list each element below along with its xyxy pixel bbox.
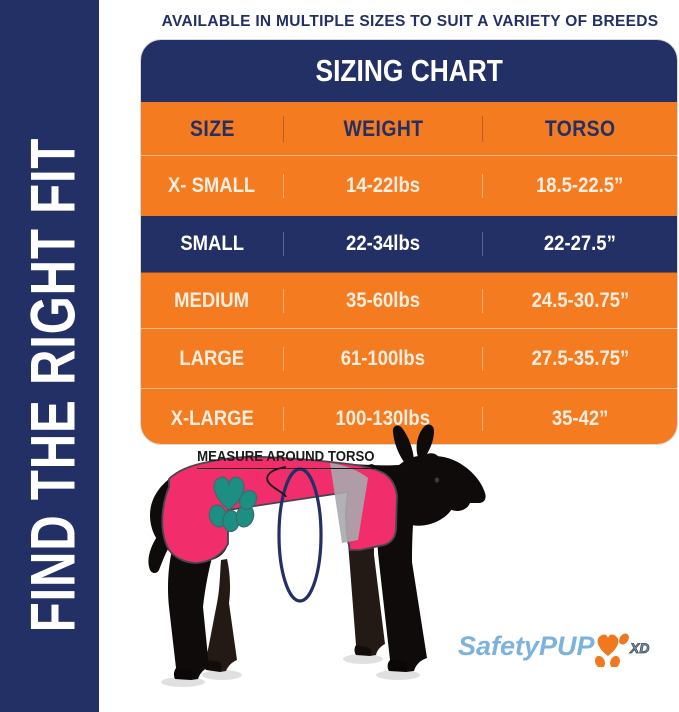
svg-text:SafetyPUP: SafetyPUP: [458, 631, 596, 661]
svg-text:XD: XD: [629, 640, 649, 656]
